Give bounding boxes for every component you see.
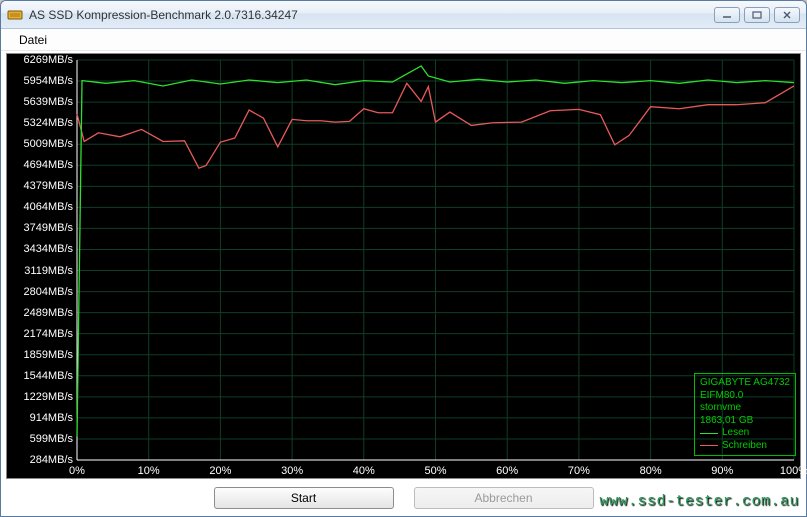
x-tick-label: 90% — [711, 465, 733, 477]
content-area: 284MB/s599MB/s914MB/s1229MB/s1544MB/s185… — [1, 51, 806, 516]
x-tick-label: 70% — [568, 465, 590, 477]
y-tick-label: 3119MB/s — [24, 265, 73, 277]
maximize-button[interactable] — [744, 7, 770, 23]
app-window: AS SSD Kompression-Benchmark 2.0.7316.34… — [0, 0, 807, 517]
chart-legend: GIGABYTE AG4732EIFM80.0stornvme1863,01 G… — [694, 373, 796, 456]
y-tick-label: 6269MB/s — [23, 54, 73, 66]
legend-device: GIGABYTE AG4732 — [700, 377, 790, 390]
y-tick-label: 2489MB/s — [23, 307, 73, 319]
window-title: AS SSD Kompression-Benchmark 2.0.7316.34… — [29, 8, 714, 22]
legend-firmware: EIFM80.0 — [700, 390, 790, 403]
y-tick-label: 3434MB/s — [23, 243, 73, 255]
y-tick-label: 5324MB/s — [23, 117, 73, 129]
y-tick-label: 914MB/s — [30, 412, 73, 424]
x-tick-label: 10% — [138, 465, 160, 477]
window-controls — [714, 7, 800, 23]
minimize-button[interactable] — [714, 7, 740, 23]
y-tick-label: 1859MB/s — [23, 349, 73, 361]
x-tick-label: 50% — [424, 465, 446, 477]
y-tick-label: 1544MB/s — [23, 370, 73, 382]
x-tick-label: 30% — [281, 465, 303, 477]
x-tick-label: 40% — [353, 465, 375, 477]
legend-write: Schreiben — [700, 440, 790, 453]
menubar: Datei — [1, 29, 806, 51]
y-tick-label: 1229MB/s — [23, 391, 73, 403]
app-icon — [7, 7, 23, 23]
abort-button: Abbrechen — [414, 487, 594, 509]
y-tick-label: 5954MB/s — [23, 75, 73, 87]
y-tick-label: 5639MB/s — [23, 96, 73, 108]
x-axis-labels: 0%10%20%30%40%50%60%70%80%90%100% — [7, 460, 800, 478]
y-tick-label: 5009MB/s — [23, 138, 73, 150]
y-tick-label: 2804MB/s — [23, 286, 73, 298]
y-tick-label: 4694MB/s — [23, 159, 73, 171]
y-tick-label: 3749MB/s — [23, 222, 73, 234]
start-button[interactable]: Start — [214, 487, 394, 509]
y-tick-label: 4379MB/s — [23, 180, 73, 192]
y-tick-label: 2174MB/s — [23, 328, 73, 340]
close-button[interactable] — [774, 7, 800, 23]
x-tick-label: 80% — [640, 465, 662, 477]
y-tick-label: 599MB/s — [30, 433, 73, 445]
legend-read: Lesen — [700, 427, 790, 440]
menu-datei[interactable]: Datei — [11, 31, 55, 49]
chart-canvas — [7, 54, 800, 478]
benchmark-chart: 284MB/s599MB/s914MB/s1229MB/s1544MB/s185… — [6, 53, 801, 479]
x-tick-label: 100% — [780, 465, 807, 477]
x-tick-label: 20% — [209, 465, 231, 477]
legend-driver: stornvme — [700, 402, 790, 415]
y-tick-label: 4064MB/s — [23, 201, 73, 213]
x-tick-label: 60% — [496, 465, 518, 477]
titlebar[interactable]: AS SSD Kompression-Benchmark 2.0.7316.34… — [1, 1, 806, 29]
x-tick-label: 0% — [69, 465, 85, 477]
button-row: Start Abbrechen — [6, 479, 801, 511]
legend-capacity: 1863,01 GB — [700, 415, 790, 428]
